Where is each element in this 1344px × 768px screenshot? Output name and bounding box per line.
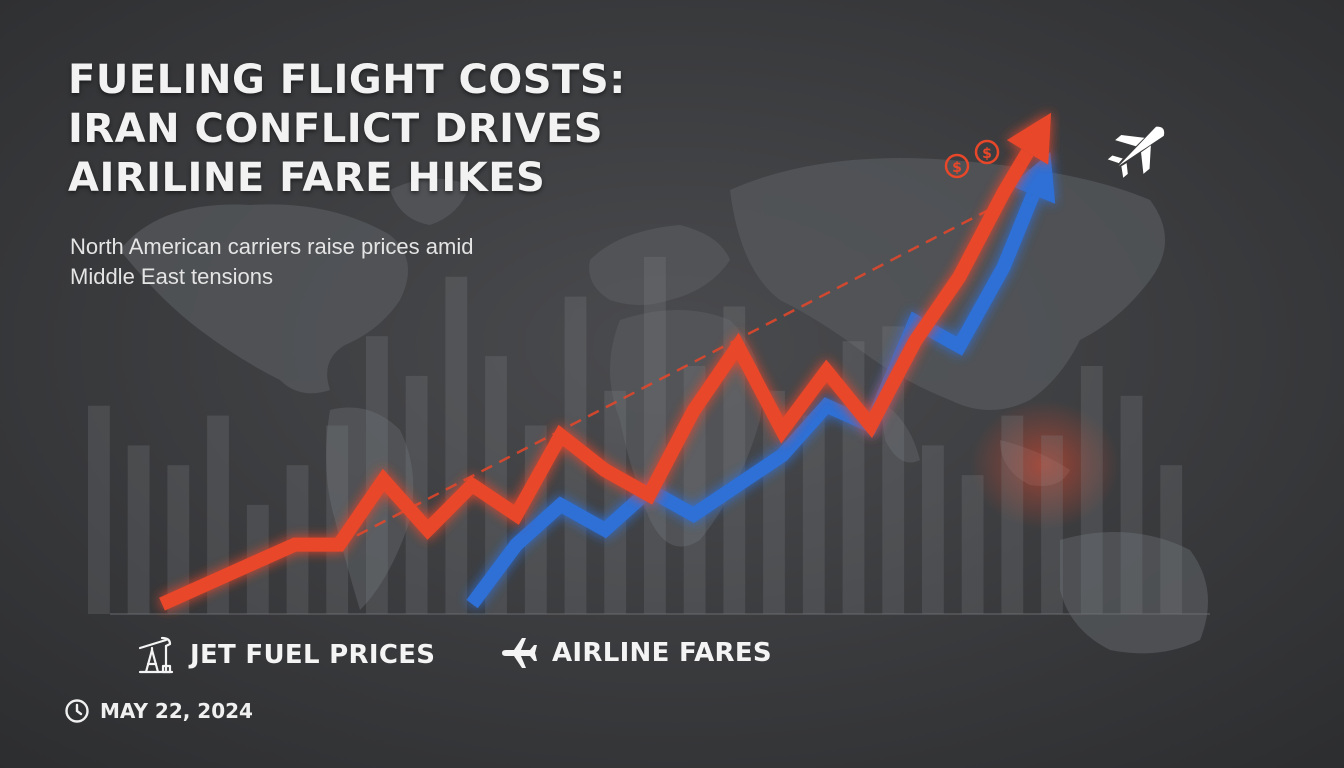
headline: FUELING FLIGHT COSTS: IRAN CONFLICT DRIV… <box>68 56 708 203</box>
svg-text:$: $ <box>952 160 962 176</box>
subheadline: North American carriers raise prices ami… <box>70 232 630 292</box>
series-airline-fares <box>466 152 1056 609</box>
subheadline-line-2: Middle East tensions <box>70 264 273 289</box>
background-bar <box>802 415 825 614</box>
legend-item-airline-fares: AIRLINE FARES <box>500 636 772 670</box>
background-bar <box>366 336 388 614</box>
background-bar <box>922 445 944 614</box>
series-jet-fuel <box>159 112 1052 611</box>
background-bar <box>326 425 349 614</box>
date-text: MAY 22, 2024 <box>100 699 253 723</box>
background-bar <box>88 405 110 614</box>
background-bar <box>961 475 984 614</box>
dollar-coin-icon: $ $ <box>944 139 1000 179</box>
jet-icon <box>1107 126 1165 178</box>
background-bar <box>604 390 627 614</box>
background-bar <box>644 256 666 614</box>
clock-icon <box>64 698 90 724</box>
conflict-hotspot <box>970 400 1120 530</box>
series-arrowhead <box>1006 112 1052 165</box>
background-bar <box>723 306 746 614</box>
background-bar <box>1041 435 1063 614</box>
background-bar <box>207 415 229 614</box>
background-bar <box>763 390 785 614</box>
legend-label-airline-fares: AIRLINE FARES <box>552 638 772 668</box>
background-bar <box>485 356 507 614</box>
headline-line-1: FUELING FLIGHT COSTS: <box>68 57 626 103</box>
subheadline-line-1: North American carriers raise prices ami… <box>70 234 474 259</box>
plot-area <box>159 112 1056 611</box>
oil-pump-icon <box>136 636 176 674</box>
background-bar <box>1080 366 1103 614</box>
background-bar <box>405 375 428 614</box>
series-arrowhead <box>1010 152 1056 204</box>
legend-item-jet-fuel: JET FUEL PRICES <box>136 636 435 674</box>
background-bar <box>1160 465 1183 614</box>
background-bar <box>167 465 190 614</box>
background-bar <box>127 445 150 614</box>
svg-text:$: $ <box>982 146 992 162</box>
headline-line-2: IRAN CONFLICT DRIVES <box>68 106 604 152</box>
background-bar <box>842 341 865 614</box>
background-bar <box>1001 415 1024 614</box>
airplane-icon <box>500 636 538 670</box>
publication-date: MAY 22, 2024 <box>64 698 253 724</box>
fuel-trend-line <box>338 201 1005 546</box>
headline-line-3: AIRILINE FARE HIKES <box>68 155 546 201</box>
background-bar <box>445 276 468 614</box>
legend-label-jet-fuel: JET FUEL PRICES <box>190 640 436 670</box>
background-bar <box>1120 395 1143 614</box>
series-line <box>466 192 1040 609</box>
